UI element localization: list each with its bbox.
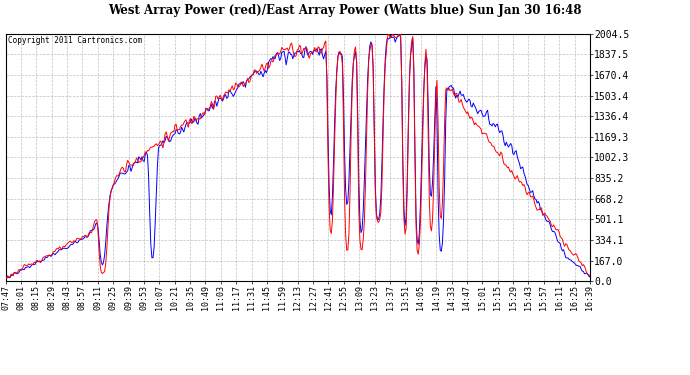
Text: West Array Power (red)/East Array Power (Watts blue) Sun Jan 30 16:48: West Array Power (red)/East Array Power … <box>108 4 582 17</box>
Text: Copyright 2011 Cartronics.com: Copyright 2011 Cartronics.com <box>8 36 143 45</box>
